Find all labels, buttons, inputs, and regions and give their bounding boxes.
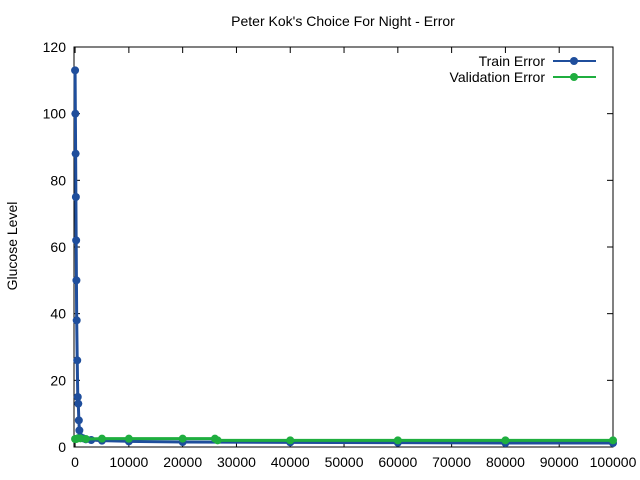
data-point bbox=[71, 149, 80, 158]
data-point bbox=[81, 435, 90, 443]
data-point bbox=[178, 434, 187, 443]
x-tick-label: 60000 bbox=[378, 454, 417, 470]
series-layer bbox=[71, 66, 617, 447]
data-point bbox=[609, 436, 617, 445]
data-point bbox=[124, 434, 133, 443]
x-tick-label: 30000 bbox=[217, 454, 256, 470]
plot-frame bbox=[73, 46, 614, 448]
data-point bbox=[72, 276, 81, 285]
series-line bbox=[73, 70, 613, 445]
data-point bbox=[73, 393, 82, 401]
x-tick-label: 70000 bbox=[432, 454, 471, 470]
data-point bbox=[72, 236, 81, 245]
series-0 bbox=[71, 66, 617, 447]
y-tick-label: 40 bbox=[50, 306, 66, 322]
x-tick-label: 90000 bbox=[540, 454, 579, 470]
data-point bbox=[73, 356, 82, 365]
data-point bbox=[71, 109, 80, 118]
data-point bbox=[71, 66, 80, 75]
data-point bbox=[75, 426, 84, 435]
data-point bbox=[213, 436, 222, 445]
x-tick-label: 10000 bbox=[109, 454, 148, 470]
y-tick-label: 100 bbox=[43, 106, 67, 122]
data-point bbox=[393, 436, 402, 445]
data-point bbox=[97, 434, 106, 443]
x-tick-label: 40000 bbox=[271, 454, 310, 470]
chart-title: Peter Kok's Choice For Night - Error bbox=[231, 13, 455, 29]
series-line bbox=[75, 436, 613, 442]
x-tick-label: 100000 bbox=[590, 454, 637, 470]
legend-swatch-marker bbox=[570, 73, 578, 81]
x-tick-label: 20000 bbox=[163, 454, 202, 470]
x-tick-label: 50000 bbox=[325, 454, 364, 470]
legend-label: Train Error bbox=[479, 53, 546, 69]
y-tick-label: 120 bbox=[43, 39, 67, 55]
y-axis-label: Glucose Level bbox=[4, 202, 20, 291]
data-point bbox=[501, 436, 510, 445]
axis-ticks: 0 20 40 60 80 100 120 0 10000 20000 30000 40000 5000… bbox=[43, 39, 637, 470]
x-tick-label: 80000 bbox=[486, 454, 525, 470]
y-tick-label: 20 bbox=[50, 372, 66, 388]
data-point bbox=[74, 399, 83, 408]
data-point bbox=[286, 436, 295, 445]
data-point bbox=[74, 416, 83, 425]
data-point bbox=[72, 316, 81, 325]
legend-swatch-marker bbox=[570, 57, 578, 65]
y-tick-label: 0 bbox=[58, 439, 66, 455]
legend-label: Validation Error bbox=[450, 69, 546, 85]
y-tick-label: 80 bbox=[50, 172, 66, 188]
series-1 bbox=[71, 434, 617, 445]
y-tick-label: 60 bbox=[50, 239, 66, 255]
data-point bbox=[71, 193, 80, 201]
x-tick-label: 0 bbox=[71, 454, 79, 470]
